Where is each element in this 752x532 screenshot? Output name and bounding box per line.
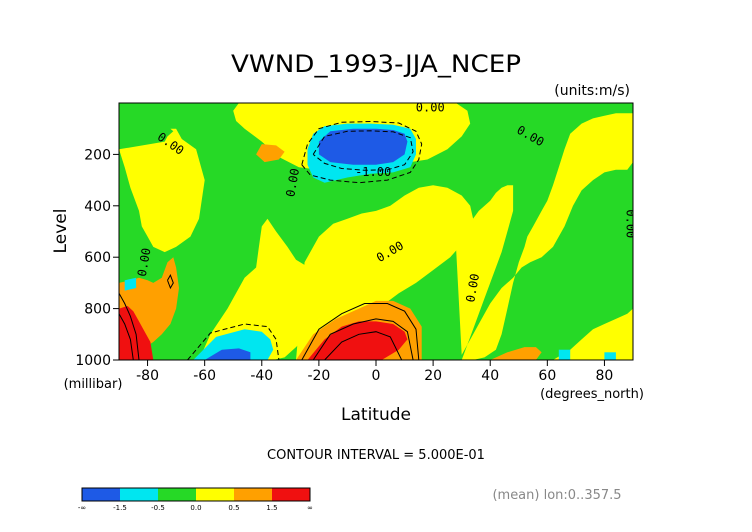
footer-note: (mean) lon:0..357.5 xyxy=(492,488,621,503)
x-tick-label: 60 xyxy=(538,368,556,384)
contour-interval-label: CONTOUR INTERVAL = 5.000E-01 xyxy=(267,448,485,463)
y-tick-label: 800 xyxy=(84,302,111,318)
x-tick-label: 40 xyxy=(481,368,499,384)
colorbar-swatch xyxy=(158,488,196,501)
region-yellow xyxy=(553,308,633,360)
y-axis: 200 400 600 800 1000 xyxy=(75,147,119,369)
plot-area: 0.000.000.000.000.000.000.000.00-1.00 xyxy=(118,101,638,361)
colorbar-swatch xyxy=(196,488,234,501)
region-orange xyxy=(256,144,285,163)
colorbar-frame xyxy=(81,487,311,502)
region-red xyxy=(307,321,408,360)
contour-line xyxy=(167,274,174,290)
x-tick-label: 20 xyxy=(424,368,442,384)
region-cyan xyxy=(558,349,571,360)
colorbar-swatch xyxy=(120,488,158,501)
contour-label: 0.00 xyxy=(624,209,638,238)
y-tick-label: 600 xyxy=(84,250,111,266)
x-tick-label: 80 xyxy=(596,368,614,384)
filled-regions xyxy=(119,103,633,360)
colorbar-tick-label: -0.5 xyxy=(151,504,165,512)
colorbar-tick-label: -∞ xyxy=(78,504,86,512)
y-tick-label: 1000 xyxy=(75,353,111,369)
x-tick-label: -40 xyxy=(250,368,273,384)
x-axis-label: Latitude xyxy=(341,405,411,425)
region-yellow xyxy=(296,185,474,360)
y-tick-label: 400 xyxy=(84,199,111,215)
colorbar-tick-label: -1.5 xyxy=(113,504,127,512)
colorbar-swatch xyxy=(82,488,120,501)
y-units-label: (millibar) xyxy=(64,377,123,392)
colorbar-tick-label: 1.5 xyxy=(266,504,277,512)
contour-line-negative xyxy=(187,323,280,360)
region-yellow xyxy=(456,185,514,355)
contour-label: 0.00 xyxy=(283,167,302,198)
region-blue xyxy=(318,128,408,165)
region-yellow xyxy=(461,113,633,360)
colorbar-swatch xyxy=(234,488,272,501)
contour-line xyxy=(119,292,140,360)
contour-line xyxy=(301,303,420,360)
region-blue xyxy=(204,348,251,360)
contour-line xyxy=(119,313,134,360)
contour-line xyxy=(312,318,414,360)
units-label: (units:m/s) xyxy=(554,83,630,99)
contour-line xyxy=(324,331,403,360)
chart-title: VWND_1993-JJA_NCEP xyxy=(231,50,521,78)
contour-label: -1.00 xyxy=(355,165,391,179)
region-cyan xyxy=(193,329,274,360)
colorbar: -∞ -1.5 -0.5 0.0 0.5 1.5 ∞ xyxy=(78,487,313,512)
x-axis: -80 -60 -40 -20 0 20 40 60 80 xyxy=(136,360,613,384)
contour-label: 0.00 xyxy=(416,101,445,115)
colorbar-tick-label: 0.5 xyxy=(228,504,239,512)
colorbar-tick-label: 0.0 xyxy=(190,504,201,512)
contour-label: 0.00 xyxy=(135,247,154,278)
contour-label: 0.00 xyxy=(463,272,482,303)
y-tick-label: 200 xyxy=(84,147,111,163)
y-axis-label: Level xyxy=(51,209,71,254)
contour-lines xyxy=(119,103,462,360)
contour-line-negative xyxy=(301,120,423,184)
contour-line-negative xyxy=(312,130,414,171)
x-tick-label: -80 xyxy=(136,368,159,384)
colorbar-swatch xyxy=(272,488,310,501)
region-cyan xyxy=(604,352,616,360)
colorbar-tick-label: ∞ xyxy=(307,504,313,512)
x-tick-label: 0 xyxy=(372,368,381,384)
region-yellow xyxy=(119,128,205,253)
x-tick-label: -60 xyxy=(193,368,216,384)
x-tick-label: -20 xyxy=(307,368,330,384)
x-units-label: (degrees_north) xyxy=(540,387,644,402)
region-orange xyxy=(490,347,542,360)
region-cyan xyxy=(124,277,137,291)
